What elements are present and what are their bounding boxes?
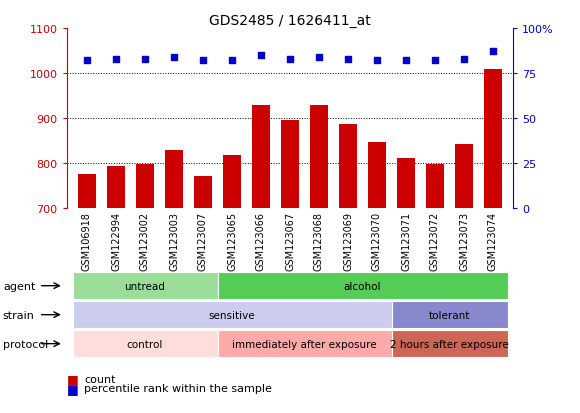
- Text: GSM123068: GSM123068: [314, 211, 324, 271]
- Text: control: control: [127, 339, 163, 349]
- Point: [198, 58, 208, 64]
- Text: agent: agent: [3, 281, 35, 291]
- Point: [285, 56, 295, 63]
- Text: GSM123070: GSM123070: [372, 211, 382, 271]
- Text: protocol: protocol: [3, 339, 48, 349]
- Point: [140, 56, 150, 63]
- Point: [343, 56, 353, 63]
- Text: 2 hours after exposure: 2 hours after exposure: [390, 339, 509, 349]
- Bar: [368, 142, 386, 209]
- Bar: [136, 165, 154, 209]
- Text: strain: strain: [3, 310, 35, 320]
- Text: GSM123071: GSM123071: [401, 211, 411, 271]
- Text: GSM122994: GSM122994: [111, 211, 121, 271]
- Point: [111, 56, 121, 63]
- Text: GSM123007: GSM123007: [198, 211, 208, 271]
- Point: [488, 49, 498, 56]
- Text: GSM123066: GSM123066: [256, 211, 266, 271]
- Bar: [194, 177, 212, 209]
- Text: GSM123065: GSM123065: [227, 211, 237, 271]
- Bar: [165, 151, 183, 209]
- Bar: [281, 121, 299, 209]
- Point: [82, 58, 92, 64]
- Point: [459, 56, 469, 63]
- Text: ■: ■: [67, 372, 78, 385]
- Point: [314, 55, 324, 61]
- Text: GSM106918: GSM106918: [82, 211, 92, 270]
- Bar: [426, 165, 444, 209]
- Point: [169, 55, 179, 61]
- Bar: [339, 125, 357, 209]
- Bar: [484, 69, 502, 209]
- Text: count: count: [84, 374, 115, 384]
- Text: GSM123002: GSM123002: [140, 211, 150, 271]
- Text: GSM123067: GSM123067: [285, 211, 295, 271]
- Bar: [223, 156, 241, 209]
- Bar: [455, 144, 473, 209]
- Point: [372, 58, 382, 64]
- Text: tolerant: tolerant: [429, 310, 470, 320]
- Bar: [310, 106, 328, 209]
- Text: ■: ■: [67, 382, 78, 395]
- Point: [227, 58, 237, 64]
- Text: untread: untread: [125, 281, 165, 291]
- Text: GDS2485 / 1626411_at: GDS2485 / 1626411_at: [209, 14, 371, 28]
- Bar: [107, 167, 125, 209]
- Text: sensitive: sensitive: [209, 310, 255, 320]
- Text: GSM123069: GSM123069: [343, 211, 353, 271]
- Text: alcohol: alcohol: [344, 281, 381, 291]
- Text: GSM123073: GSM123073: [459, 211, 469, 271]
- Text: GSM123003: GSM123003: [169, 211, 179, 271]
- Bar: [252, 105, 270, 209]
- Bar: [78, 175, 96, 209]
- Point: [256, 52, 266, 59]
- Text: immediately after exposure: immediately after exposure: [232, 339, 377, 349]
- Point: [430, 58, 440, 64]
- Text: percentile rank within the sample: percentile rank within the sample: [84, 383, 272, 393]
- Text: GSM123072: GSM123072: [430, 211, 440, 271]
- Text: GSM123074: GSM123074: [488, 211, 498, 271]
- Bar: [397, 158, 415, 209]
- Point: [401, 58, 411, 64]
